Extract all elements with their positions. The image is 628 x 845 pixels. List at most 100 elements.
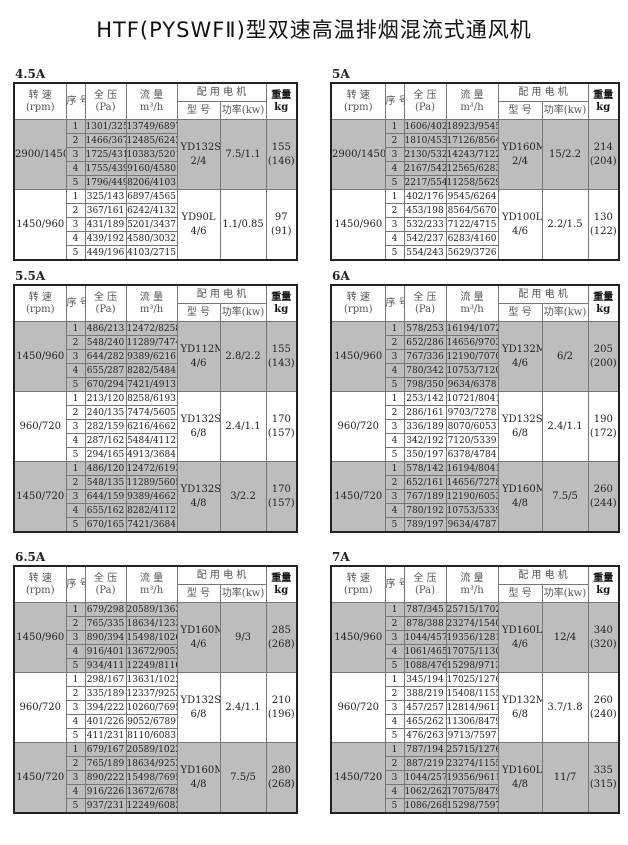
seq-cell: 1 xyxy=(65,321,86,336)
rpm-cell: 1450/960 xyxy=(330,602,386,673)
flow-cell: 7122/4715 xyxy=(445,217,499,232)
model-label: 5.5A xyxy=(15,269,46,283)
flow-cell: 12485/6242 xyxy=(125,133,178,148)
cell-line: 转 速 xyxy=(28,291,52,303)
pressure-cell: 476/263 xyxy=(403,728,447,743)
header-pressure: 全 压 (Pa) xyxy=(403,284,447,322)
page-title: HTF(PYSWFⅡ)型双速高温排烟混流式通风机 xyxy=(96,18,532,42)
model-label: 7A xyxy=(332,550,350,564)
seq-cell: 5 xyxy=(65,517,86,533)
pressure-cell: 1725/431 xyxy=(84,147,127,162)
flow-cell: 15298/9713 xyxy=(445,658,499,673)
pressure-cell: 878/388 xyxy=(403,616,447,631)
seq-cell: 3 xyxy=(65,630,86,645)
seq-cell: 2 xyxy=(65,203,86,218)
seq-cell: 5 xyxy=(384,728,405,743)
flow-cell: 4103/2715 xyxy=(125,245,178,261)
seq-cell: 3 xyxy=(384,349,405,364)
pressure-cell: 439/192 xyxy=(84,231,127,246)
pressure-cell: 1466/367 xyxy=(84,133,127,148)
motor-model-cell: YD132S 4/8 xyxy=(176,461,221,533)
flow-cell: 23274/15408 xyxy=(445,616,499,631)
cell-line: 序 号 xyxy=(66,578,84,590)
cell-line: 260 xyxy=(593,694,613,706)
header-power: 功率(kw) xyxy=(541,303,589,322)
weight-cell: 335 (315) xyxy=(587,742,620,814)
flow-cell: 13672/9052 xyxy=(125,644,178,659)
seq-cell: 1 xyxy=(65,742,86,757)
seq-cell: 1 xyxy=(384,321,405,336)
flow-cell: 9713/7597 xyxy=(445,728,499,743)
pressure-cell: 335/189 xyxy=(84,686,127,701)
seq-cell: 5 xyxy=(384,798,405,814)
weight-cell: 214 (204) xyxy=(587,119,620,190)
table-row: 1450/720 1 486/120 12472/6193 YD132S 4/8 3/2.… xyxy=(13,461,298,533)
weight-cell: 260 (244) xyxy=(587,461,620,533)
pressure-cell: 765/335 xyxy=(84,616,127,631)
seq-cell: 2 xyxy=(384,686,405,701)
header-pressure: 全 压 (Pa) xyxy=(84,284,127,322)
header-flow: 流 量 m³/h xyxy=(445,284,499,322)
cell-line: (157) xyxy=(267,427,295,439)
seq-cell: 4 xyxy=(65,231,86,246)
flow-cell: 7474/5605 xyxy=(125,405,178,420)
power-cell: 6/2 xyxy=(541,321,589,392)
motor-model-cell: YD132M 4/6 xyxy=(497,321,543,392)
cell-line: (rpm) xyxy=(26,584,55,596)
pressure-cell: 655/287 xyxy=(84,363,127,378)
weight-cell: 97 (91) xyxy=(265,189,298,261)
header-flow: 流 量 m³/h xyxy=(125,284,178,322)
header-flow: 流 量 m³/h xyxy=(125,82,178,120)
seq-cell: 4 xyxy=(65,161,86,176)
weight-cell: 280 (268) xyxy=(265,742,298,814)
table-row: 5 1796/449 8206/4103 xyxy=(14,175,297,190)
pressure-cell: 457/257 xyxy=(403,700,447,715)
header-seq: 序 号 xyxy=(384,565,405,603)
cell-line: 全 压 xyxy=(93,572,118,584)
table-row: 5 350/197 6378/4784 xyxy=(331,447,619,462)
power-cell: 2.4/1.1 xyxy=(219,391,267,462)
cell-line: 流 量 xyxy=(139,291,164,303)
pressure-cell: 294/165 xyxy=(84,447,127,462)
cell-line: kg xyxy=(274,101,289,113)
fan-table-block: 6.5A转 速(rpm)序 号全 压(Pa)流 量m³/h配 用 电 机重量kg… xyxy=(13,549,299,814)
power-cell: 3.7/1.8 xyxy=(541,672,589,743)
motor-model-cell: YD160L 4/8 xyxy=(497,742,543,814)
motor-model-cell: YD132S 6/8 xyxy=(176,672,221,743)
cell-line: (rpm) xyxy=(344,584,373,596)
pressure-cell: 1088/476 xyxy=(403,658,447,673)
flow-cell: 16194/10721 xyxy=(445,321,499,336)
cell-line: 280 xyxy=(271,764,291,776)
pressure-cell: 342/192 xyxy=(403,433,447,448)
cell-line: 全 压 xyxy=(93,89,118,101)
seq-cell: 3 xyxy=(65,217,86,232)
table-row: 2 652/161 14656/7278 xyxy=(331,475,619,490)
flow-cell: 20589/10223 xyxy=(125,742,178,757)
flow-cell: 5484/4112 xyxy=(125,433,178,448)
pressure-cell: 345/194 xyxy=(403,672,447,687)
pressure-cell: 240/135 xyxy=(84,405,127,420)
table-row: 4 780/192 10753/5339 xyxy=(331,503,619,518)
header-rpm: 转 速 (rpm) xyxy=(13,82,67,120)
flow-cell: 15298/7597 xyxy=(445,798,499,814)
seq-cell: 1 xyxy=(65,461,86,476)
weight-cell: 155 (146) xyxy=(265,119,298,190)
pressure-cell: 287/162 xyxy=(84,433,127,448)
seq-cell: 2 xyxy=(384,335,405,350)
header-seq: 序 号 xyxy=(384,82,405,120)
header-rpm: 转 速 (rpm) xyxy=(13,284,67,322)
pressure-cell: 431/189 xyxy=(84,217,127,232)
pressure-cell: 890/394 xyxy=(84,630,127,645)
seq-cell: 2 xyxy=(65,335,86,350)
motor-model: YD160M 4/6 xyxy=(180,624,220,650)
pressure-cell: 652/286 xyxy=(403,335,447,350)
motor-model-cell: YD112M 4/6 xyxy=(176,321,221,392)
flow-cell: 11258/5629 xyxy=(445,175,499,190)
seq-cell: 2 xyxy=(384,756,405,771)
pressure-cell: 402/176 xyxy=(403,189,447,204)
